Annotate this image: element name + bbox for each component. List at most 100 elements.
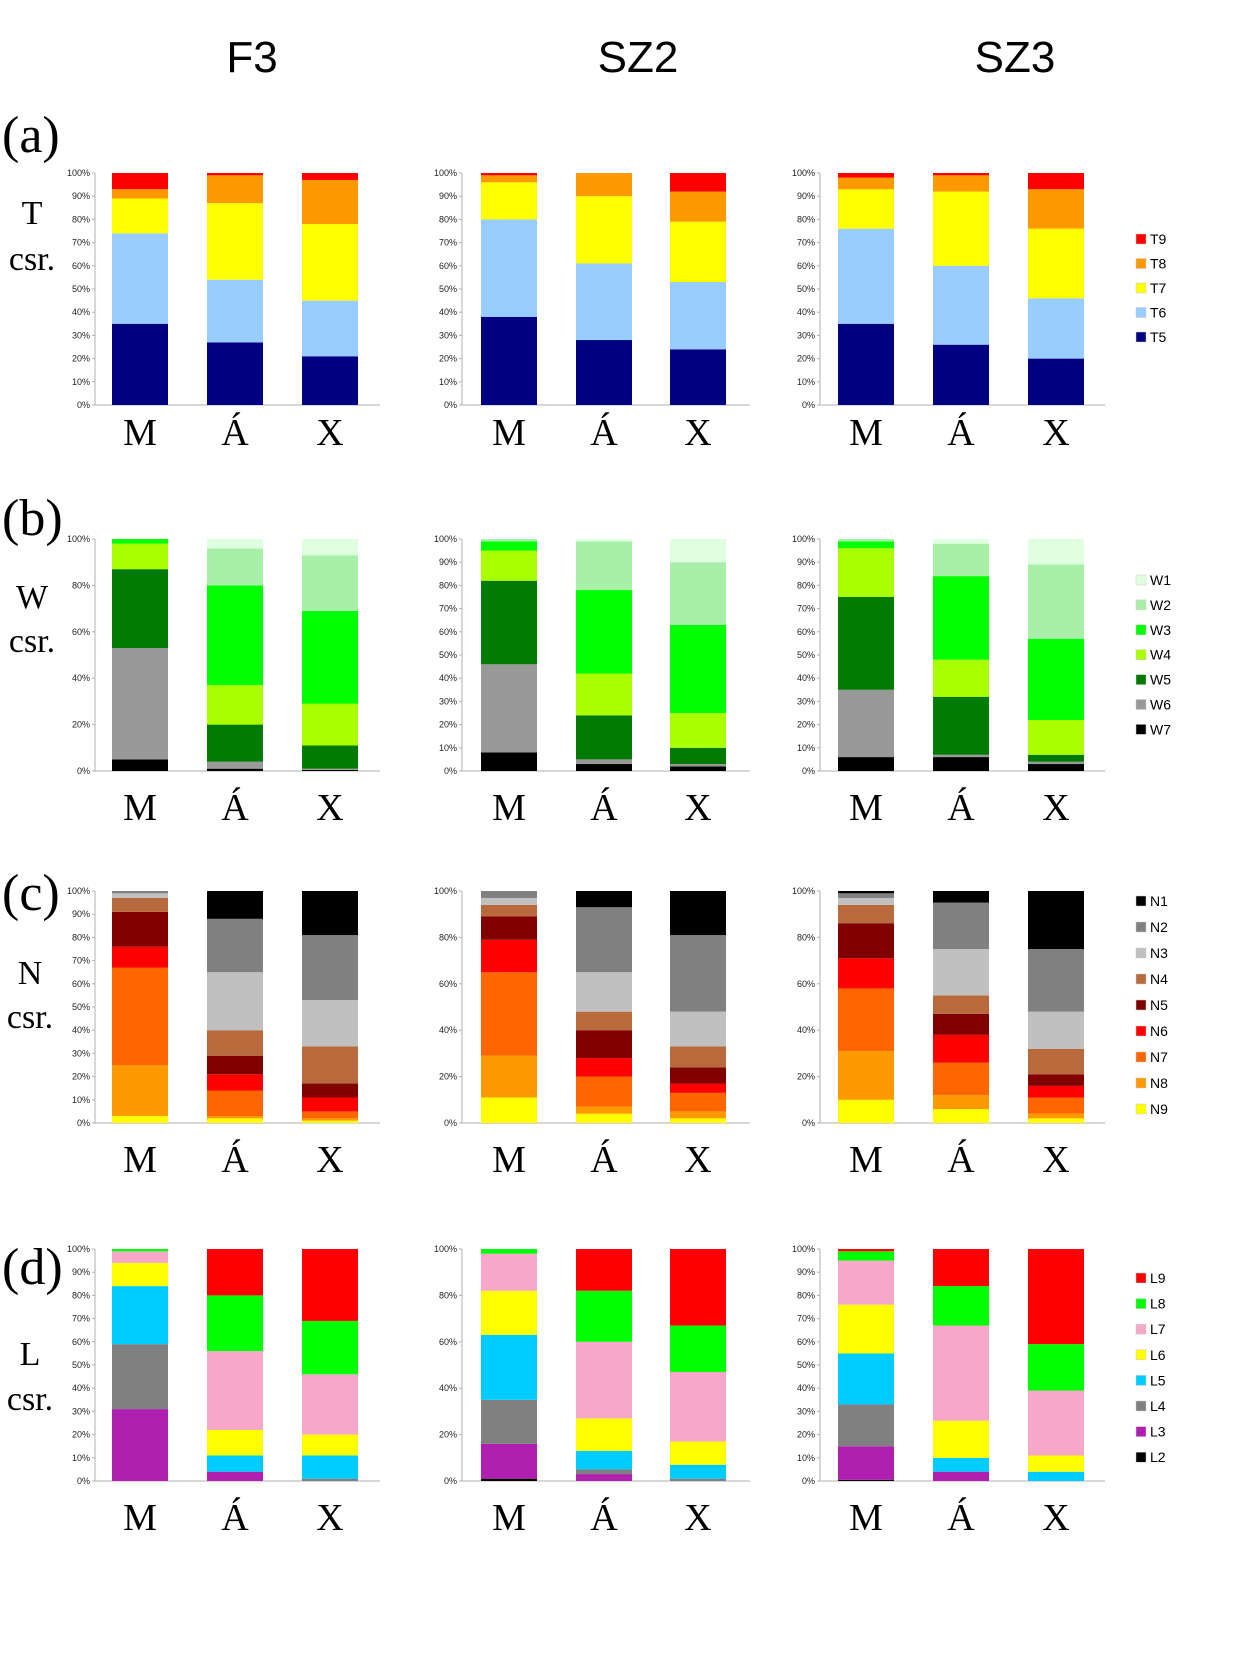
category-label: Á — [590, 1497, 618, 1539]
chart-b-f3: 0% 20% 40% 60% 80% 100% M Á X — [67, 534, 380, 829]
category-label: X — [684, 1497, 711, 1539]
tick-label: 0% — [802, 766, 815, 776]
bar-segment-l7 — [481, 1253, 537, 1291]
legend-label-w1: W1 — [1150, 572, 1171, 588]
bar-segment-l3 — [207, 1471, 263, 1481]
tick-label: 50% — [797, 650, 815, 660]
bar-segment-w6 — [576, 759, 632, 765]
bar-segment-w4 — [838, 548, 894, 597]
legend-swatch-l5 — [1135, 1375, 1147, 1386]
bar-segment-t7 — [838, 189, 894, 229]
tick-label: 90% — [797, 1267, 815, 1277]
tick-label: 80% — [439, 214, 457, 224]
bar-segment-l6 — [838, 1304, 894, 1354]
bar-segment-t6 — [207, 279, 263, 343]
bar-segment-l4 — [576, 1469, 632, 1475]
tick-label: 30% — [797, 1406, 815, 1416]
bar-segment-t8 — [481, 175, 537, 183]
category-label: M — [849, 1497, 883, 1539]
bar-segment-w5 — [670, 747, 726, 765]
bar-segment-n2 — [207, 918, 263, 973]
tick-label: 40% — [72, 1025, 90, 1035]
category-label: M — [849, 787, 883, 829]
category-label: Á — [947, 1139, 975, 1181]
tick-label: 10% — [72, 1095, 90, 1105]
bar-segment-l6 — [670, 1441, 726, 1465]
row-label-l-csr: csr. — [7, 1381, 53, 1418]
tick-label: 0% — [444, 1118, 457, 1128]
tick-label: 30% — [72, 1406, 90, 1416]
legend-swatch-t6 — [1135, 307, 1147, 318]
tick-label: 80% — [797, 932, 815, 942]
bar-segment-l3 — [112, 1409, 168, 1481]
category-label: M — [492, 1497, 526, 1539]
tick-label: 50% — [439, 650, 457, 660]
bar-segment-n1 — [207, 891, 263, 919]
tick-label: 50% — [72, 1360, 90, 1370]
tick-label: 100% — [792, 1244, 815, 1254]
bar-segment-n7 — [112, 967, 168, 1065]
bar-segment-w4 — [933, 659, 989, 697]
legend-label-l2: L2 — [1150, 1449, 1166, 1465]
legend-swatch-w6 — [1135, 699, 1147, 710]
panel-letter-b: (b) — [2, 490, 63, 547]
bar-segment-t7 — [670, 221, 726, 283]
legend-swatch-t8 — [1135, 258, 1147, 269]
bar-segment-l9 — [670, 1249, 726, 1326]
bar-segment-l7 — [302, 1374, 358, 1435]
bar-segment-w3 — [933, 576, 989, 660]
bar-segment-t6 — [838, 228, 894, 324]
bar-segment-l9 — [576, 1249, 632, 1291]
row-label-n: N — [18, 955, 43, 992]
bar-segment-n4 — [576, 1011, 632, 1031]
tick-label: 60% — [797, 1337, 815, 1347]
bar-segment-t9 — [112, 173, 168, 190]
bar-segment-l6 — [481, 1290, 537, 1335]
tick-label: 30% — [797, 696, 815, 706]
tick-label: 100% — [434, 886, 457, 896]
bar-segment-n9 — [481, 1097, 537, 1123]
legend-swatch-l8 — [1135, 1298, 1147, 1309]
category-label: Á — [221, 787, 249, 829]
bar-segment-n8 — [302, 1118, 358, 1121]
bar-segment-n8 — [207, 1116, 263, 1119]
bar-segment-w6 — [1028, 761, 1084, 765]
bar-segment-l6 — [1028, 1455, 1084, 1472]
bar-segment-l8 — [207, 1295, 263, 1352]
tick-label: 80% — [72, 1290, 90, 1300]
legend-swatch-l2 — [1135, 1451, 1147, 1463]
bar-segment-w2 — [302, 555, 358, 611]
tick-label: 50% — [797, 1360, 815, 1370]
category-label: X — [316, 1139, 343, 1181]
tick-label: 40% — [72, 673, 90, 683]
tick-label: 80% — [797, 214, 815, 224]
bar-segment-w5 — [933, 696, 989, 755]
bar-segment-l6 — [576, 1418, 632, 1451]
bar-segment-l5 — [207, 1455, 263, 1472]
legend-swatch-w3 — [1135, 624, 1147, 636]
tick-label: 10% — [72, 377, 90, 387]
bar-segment-w1 — [302, 539, 358, 556]
bar-segment-l7 — [207, 1351, 263, 1430]
legend-swatch-n5 — [1135, 999, 1147, 1011]
bar-segment-l4 — [670, 1478, 726, 1481]
bar-segment-l8 — [1028, 1344, 1084, 1391]
bar-segment-w2 — [933, 543, 989, 577]
bar-segment-w7 — [933, 757, 989, 771]
bar-segment-n3 — [481, 897, 537, 905]
bar-segment-w5 — [112, 569, 168, 649]
bar-segment-n3 — [112, 893, 168, 898]
bar-segment-t8 — [302, 179, 358, 225]
legend-swatch-l7 — [1135, 1323, 1147, 1335]
bar-segment-n6 — [481, 939, 537, 973]
bar-segment-l5 — [302, 1455, 358, 1479]
row-label-n-csr: csr. — [7, 999, 53, 1036]
tick-label: 20% — [72, 354, 90, 364]
row-label-t: T — [22, 195, 43, 232]
legend-b: W1 W2 W3 W4 W5 W6 W7 — [1135, 572, 1171, 737]
bar-segment-n1 — [838, 891, 894, 894]
bar-segment-n7 — [1028, 1097, 1084, 1114]
category-label: M — [123, 787, 157, 829]
legend-swatch-n6 — [1135, 1025, 1147, 1037]
tick-label: 90% — [439, 557, 457, 567]
